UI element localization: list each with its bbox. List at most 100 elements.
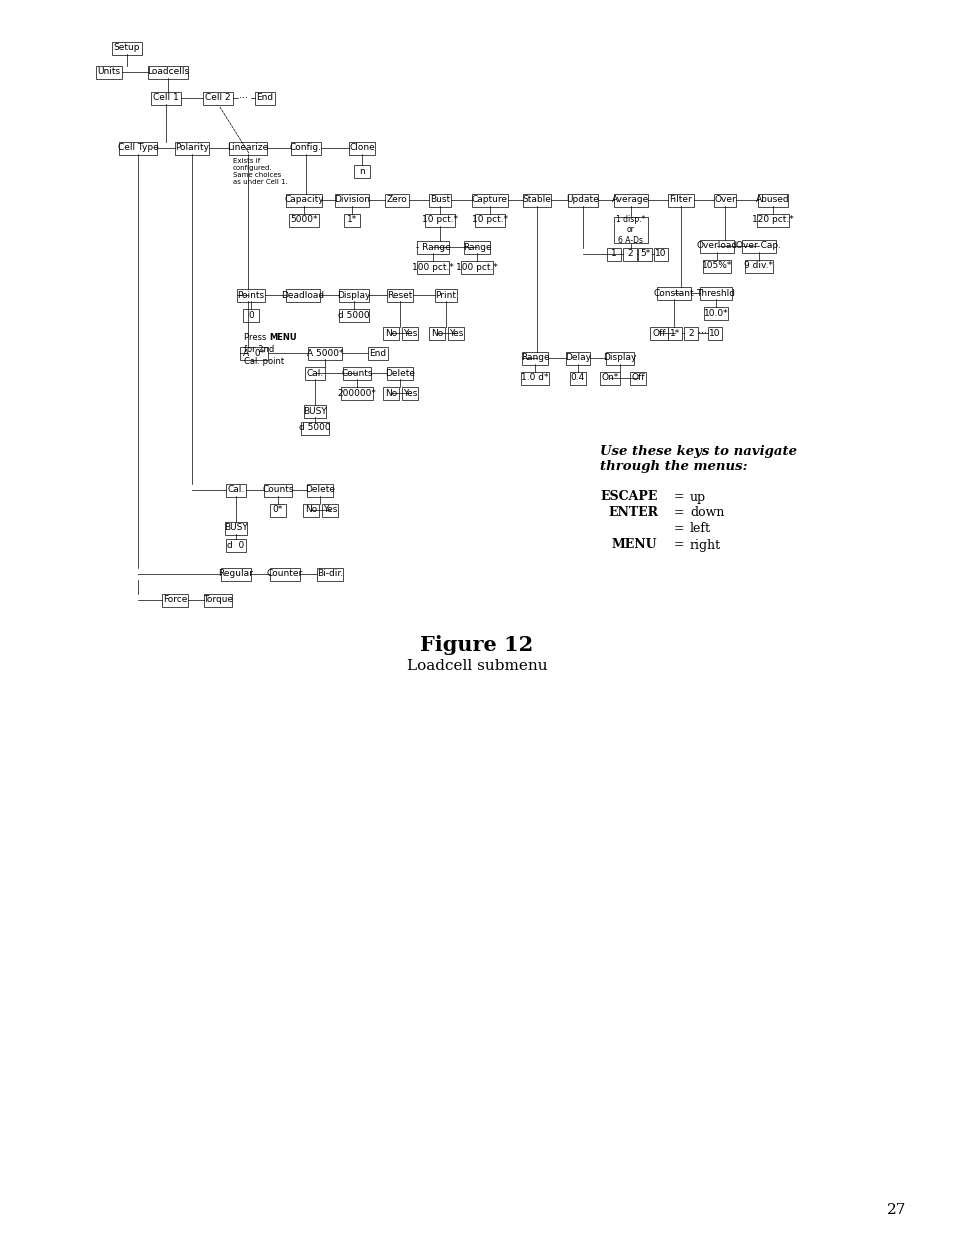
FancyBboxPatch shape [349, 142, 375, 154]
Text: =: = [673, 522, 684, 536]
Text: 10 pct.*: 10 pct.* [472, 215, 508, 225]
Text: End: End [256, 94, 274, 103]
Text: 0*: 0* [273, 505, 283, 515]
FancyBboxPatch shape [638, 247, 651, 261]
Text: Update: Update [566, 195, 598, 205]
Text: Cell 2: Cell 2 [205, 94, 231, 103]
Text: Constant: Constant [653, 289, 694, 298]
FancyBboxPatch shape [707, 326, 721, 340]
FancyBboxPatch shape [243, 309, 258, 321]
Text: 2: 2 [626, 249, 632, 258]
FancyBboxPatch shape [301, 421, 329, 435]
FancyBboxPatch shape [387, 289, 413, 301]
Text: Loadcell submenu: Loadcell submenu [406, 659, 547, 673]
Text: Division: Division [334, 195, 370, 205]
FancyBboxPatch shape [203, 91, 233, 105]
FancyBboxPatch shape [304, 405, 326, 417]
FancyBboxPatch shape [387, 367, 413, 379]
Text: Setup: Setup [113, 43, 140, 53]
FancyBboxPatch shape [401, 326, 417, 340]
Text: 27: 27 [886, 1203, 905, 1216]
FancyBboxPatch shape [254, 91, 274, 105]
Text: Use these keys to navigate
through the menus:: Use these keys to navigate through the m… [599, 445, 796, 473]
Text: d  0: d 0 [227, 541, 244, 550]
FancyBboxPatch shape [344, 214, 359, 226]
Text: down: down [689, 506, 723, 520]
Text: 105%*: 105%* [701, 262, 731, 270]
FancyBboxPatch shape [286, 194, 322, 206]
Text: =: = [673, 538, 684, 552]
FancyBboxPatch shape [463, 241, 490, 253]
FancyBboxPatch shape [416, 241, 449, 253]
FancyBboxPatch shape [382, 387, 398, 399]
FancyBboxPatch shape [382, 326, 398, 340]
FancyBboxPatch shape [757, 214, 788, 226]
FancyBboxPatch shape [264, 483, 292, 496]
FancyBboxPatch shape [385, 194, 409, 206]
Text: 0.4: 0.4 [570, 373, 584, 383]
Text: Delay: Delay [564, 353, 590, 363]
Text: for 2nd: for 2nd [244, 346, 274, 354]
FancyBboxPatch shape [307, 483, 333, 496]
Text: Delete: Delete [385, 368, 415, 378]
FancyBboxPatch shape [429, 194, 451, 206]
FancyBboxPatch shape [614, 217, 647, 243]
Text: n: n [358, 167, 364, 175]
FancyBboxPatch shape [225, 521, 247, 535]
FancyBboxPatch shape [649, 326, 667, 340]
Text: Deadload: Deadload [281, 290, 324, 300]
Text: Capacity: Capacity [284, 195, 323, 205]
Text: Units: Units [97, 68, 120, 77]
Text: Threshld: Threshld [696, 289, 735, 298]
Text: Cell 1: Cell 1 [153, 94, 178, 103]
Text: Cal.: Cal. [306, 368, 323, 378]
Text: 200000*: 200000* [337, 389, 376, 398]
FancyBboxPatch shape [667, 194, 693, 206]
FancyBboxPatch shape [569, 372, 585, 384]
Text: Overload: Overload [696, 242, 737, 251]
FancyBboxPatch shape [322, 504, 337, 516]
Text: left: left [689, 522, 710, 536]
FancyBboxPatch shape [335, 194, 369, 206]
FancyBboxPatch shape [654, 247, 667, 261]
FancyBboxPatch shape [667, 326, 681, 340]
FancyBboxPatch shape [599, 372, 619, 384]
Text: BUSY: BUSY [224, 524, 248, 532]
Text: d 5000: d 5000 [337, 310, 370, 320]
Text: 2: 2 [687, 329, 693, 337]
Text: Over Cap.: Over Cap. [736, 242, 781, 251]
FancyBboxPatch shape [226, 483, 246, 496]
FancyBboxPatch shape [702, 259, 730, 273]
FancyBboxPatch shape [435, 289, 456, 301]
FancyBboxPatch shape [96, 65, 122, 79]
Text: up: up [689, 490, 705, 504]
FancyBboxPatch shape [236, 289, 265, 301]
Text: ···: ··· [698, 329, 707, 338]
FancyBboxPatch shape [741, 240, 775, 252]
Text: MENU: MENU [612, 538, 657, 552]
Text: No: No [384, 389, 396, 398]
Text: 5000*: 5000* [290, 215, 317, 225]
Text: =: = [673, 506, 684, 520]
FancyBboxPatch shape [475, 214, 504, 226]
Text: Filter: Filter [669, 195, 692, 205]
Text: A 5000*: A 5000* [307, 348, 343, 357]
FancyBboxPatch shape [622, 247, 637, 261]
FancyBboxPatch shape [700, 287, 731, 300]
Text: End: End [369, 348, 386, 357]
Text: Force: Force [163, 595, 187, 604]
Text: Counts: Counts [262, 485, 294, 494]
Text: ENTER: ENTER [607, 506, 658, 520]
FancyBboxPatch shape [354, 164, 370, 178]
Text: Over: Over [714, 195, 735, 205]
Text: No: No [384, 329, 396, 337]
Text: Zero: Zero [386, 195, 407, 205]
Text: 10: 10 [655, 249, 666, 258]
FancyBboxPatch shape [460, 261, 493, 273]
FancyBboxPatch shape [614, 194, 647, 206]
Text: MENU: MENU [269, 332, 296, 342]
Text: Press: Press [244, 332, 269, 342]
Text: Figure 12: Figure 12 [420, 635, 533, 655]
FancyBboxPatch shape [162, 594, 188, 606]
Text: No: No [305, 505, 316, 515]
